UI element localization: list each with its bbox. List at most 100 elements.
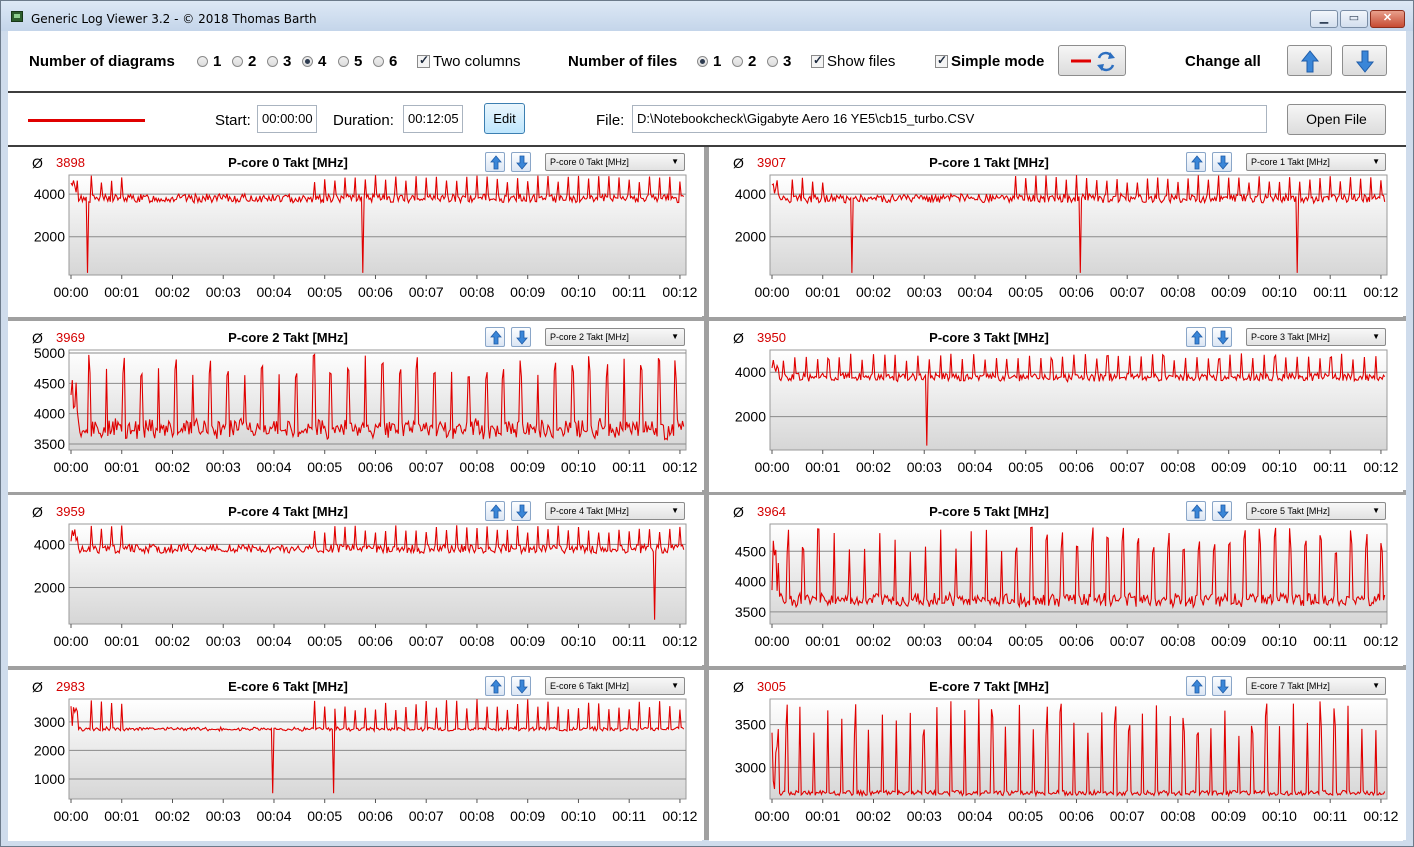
series-line: [771, 353, 1386, 446]
move-up-button[interactable]: [1186, 327, 1206, 347]
move-down-button[interactable]: [511, 152, 531, 172]
duration-field[interactable]: 00:12:05: [403, 105, 463, 133]
y-tick-label: 4000: [34, 186, 65, 202]
chart-title: P-core 3 Takt [MHz]: [929, 330, 1049, 345]
y-tick-label: 5000: [34, 345, 65, 361]
color-swap-icon: [1071, 51, 1115, 72]
average-value: 3964: [757, 504, 786, 519]
move-down-button[interactable]: [511, 327, 531, 347]
move-down-button[interactable]: [511, 676, 531, 696]
average-symbol: Ø: [32, 504, 43, 520]
diagram-radio-3[interactable]: [267, 56, 278, 67]
panel-divider-vertical[interactable]: [704, 147, 709, 840]
move-up-button[interactable]: [1186, 152, 1206, 172]
series-select[interactable]: P-core 0 Takt [MHz] ▼: [545, 153, 685, 171]
maximize-button[interactable]: ▭: [1340, 10, 1368, 28]
color-swap-button[interactable]: [1058, 45, 1126, 76]
x-tick-label: 00:10: [561, 459, 596, 475]
show-files-checkbox[interactable]: [811, 53, 824, 68]
move-down-button[interactable]: [1212, 501, 1232, 521]
two-columns-checkbox[interactable]: [417, 53, 430, 68]
diagram-radio-1[interactable]: [197, 56, 208, 67]
move-up-button[interactable]: [1186, 676, 1206, 696]
file-radio-2[interactable]: [732, 56, 743, 67]
arrow-up-icon: [490, 155, 502, 170]
move-up-button[interactable]: [485, 152, 505, 172]
x-tick-label: 00:01: [104, 284, 139, 300]
start-label: Start:: [215, 112, 251, 129]
x-tick-label: 00:07: [409, 633, 444, 649]
series-select[interactable]: P-core 3 Takt [MHz] ▼: [1246, 328, 1386, 346]
average-symbol: Ø: [32, 679, 43, 695]
open-file-button[interactable]: Open File: [1287, 104, 1386, 135]
chart-title: E-core 6 Takt [MHz]: [228, 679, 348, 694]
series-line: [70, 175, 685, 273]
x-tick-label: 00:02: [856, 459, 891, 475]
chart-plot: 2000 4000 00:00 00:01 00:02 00:03 00:04 00:05 00…: [735, 349, 1399, 475]
x-tick-label: 00:00: [53, 284, 88, 300]
series-select[interactable]: P-core 4 Takt [MHz] ▼: [545, 502, 685, 520]
simple-mode-checkbox[interactable]: [935, 53, 948, 68]
diagram-radio-3-label: 3: [283, 53, 292, 70]
diagram-radio-2[interactable]: [232, 56, 243, 67]
average-symbol: Ø: [32, 330, 43, 346]
move-down-button[interactable]: [1212, 152, 1232, 172]
x-tick-label: 00:00: [53, 633, 88, 649]
move-all-down-button[interactable]: [1342, 45, 1387, 76]
average-value: 3969: [56, 330, 85, 345]
x-tick-label: 00:07: [1110, 808, 1145, 824]
move-down-button[interactable]: [1212, 327, 1232, 347]
x-tick-label: 00:08: [1160, 284, 1195, 300]
diagram-radio-6[interactable]: [373, 56, 384, 67]
file-radio-3-label: 3: [783, 53, 792, 70]
arrow-up-icon: [1300, 50, 1320, 73]
series-line: [771, 526, 1386, 609]
x-tick-label: 00:02: [155, 633, 190, 649]
series-select[interactable]: E-core 6 Takt [MHz] ▼: [545, 677, 685, 695]
x-tick-label: 00:07: [409, 284, 444, 300]
edit-button[interactable]: Edit: [484, 103, 525, 134]
start-field[interactable]: 00:00:00: [257, 105, 317, 133]
move-down-button[interactable]: [1212, 676, 1232, 696]
x-tick-label: 00:10: [1262, 459, 1297, 475]
x-tick-label: 00:00: [754, 459, 789, 475]
x-tick-label: 00:06: [358, 633, 393, 649]
diagram-radio-5[interactable]: [338, 56, 349, 67]
series-line: [70, 699, 685, 794]
arrow-up-icon: [1191, 504, 1203, 519]
y-tick-label: 2000: [34, 742, 65, 758]
close-button[interactable]: ✕: [1370, 10, 1405, 28]
arrow-up-icon: [1191, 155, 1203, 170]
x-tick-label: 00:04: [256, 459, 291, 475]
move-up-button[interactable]: [1186, 501, 1206, 521]
x-tick-label: 00:11: [612, 459, 646, 475]
x-tick-label: 00:07: [1110, 633, 1145, 649]
chevron-down-icon: ▼: [671, 157, 679, 166]
x-tick-label: 00:07: [1110, 284, 1145, 300]
move-up-button[interactable]: [485, 676, 505, 696]
series-select[interactable]: P-core 1 Takt [MHz] ▼: [1246, 153, 1386, 171]
diagram-radio-4[interactable]: [302, 56, 313, 67]
file-radio-1[interactable]: [697, 56, 708, 67]
x-tick-label: 00:01: [805, 633, 840, 649]
num-diagrams-label: Number of diagrams: [29, 53, 175, 70]
move-all-up-button[interactable]: [1287, 45, 1332, 76]
file-label: File:: [596, 112, 625, 129]
file-radio-3[interactable]: [767, 56, 778, 67]
series-select[interactable]: P-core 2 Takt [MHz] ▼: [545, 328, 685, 346]
x-tick-label: 00:08: [1160, 808, 1195, 824]
series-select[interactable]: P-core 5 Takt [MHz] ▼: [1246, 502, 1386, 520]
plot-area: [769, 174, 1388, 276]
average-value: 2983: [56, 679, 85, 694]
chevron-down-icon: ▼: [1372, 332, 1380, 341]
move-up-button[interactable]: [485, 327, 505, 347]
move-up-button[interactable]: [485, 501, 505, 521]
move-down-button[interactable]: [511, 501, 531, 521]
chart-title: E-core 7 Takt [MHz]: [929, 679, 1049, 694]
x-tick-label: 00:11: [612, 284, 646, 300]
y-tick-label: 3500: [735, 717, 766, 733]
file-path-field[interactable]: D:\Notebookcheck\Gigabyte Aero 16 YE5\cb…: [632, 105, 1267, 133]
minimize-button[interactable]: ▁: [1310, 10, 1338, 28]
title-bar: Generic Log Viewer 3.2 - © 2018 Thomas B…: [1, 1, 1413, 31]
series-select[interactable]: E-core 7 Takt [MHz] ▼: [1246, 677, 1386, 695]
